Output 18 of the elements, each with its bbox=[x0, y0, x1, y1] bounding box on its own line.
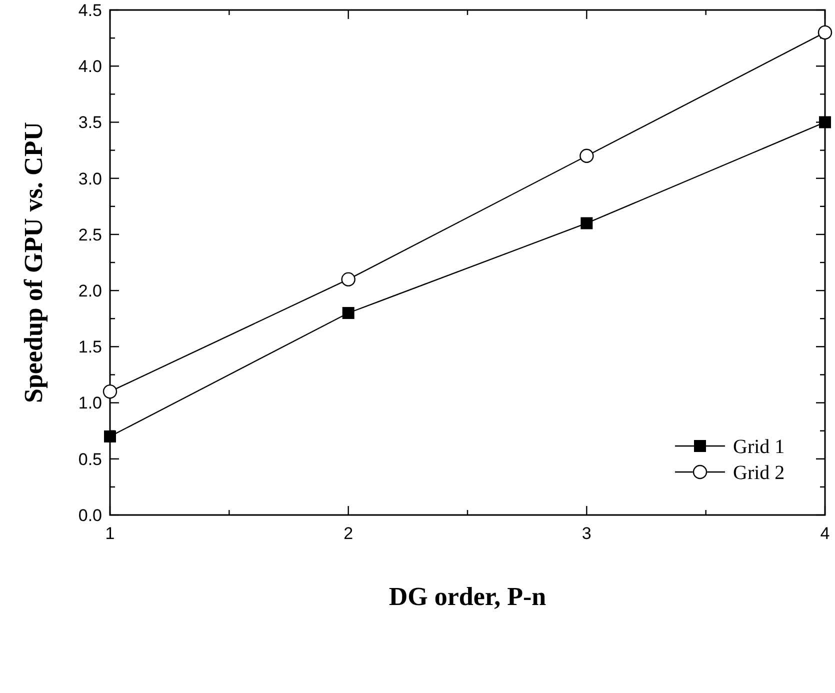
y-tick-label: 3.5 bbox=[78, 113, 102, 132]
legend-label: Grid 2 bbox=[733, 462, 785, 484]
x-tick-label: 3 bbox=[582, 524, 592, 543]
y-tick-label: 0.5 bbox=[78, 450, 102, 469]
x-axis-title: DG order, P-n bbox=[388, 582, 547, 611]
x-tick-label: 4 bbox=[820, 524, 830, 543]
legend-label: Grid 1 bbox=[733, 436, 785, 458]
y-tick-label: 2.5 bbox=[78, 225, 102, 244]
y-axis-title: Speedup of GPU vs. CPU bbox=[19, 122, 48, 403]
x-tick-label: 2 bbox=[344, 524, 354, 543]
y-tick-label: 1.0 bbox=[78, 394, 102, 413]
y-tick-label: 1.5 bbox=[78, 338, 102, 357]
x-tick-label: 1 bbox=[105, 524, 115, 543]
y-tick-label: 2.0 bbox=[78, 282, 102, 301]
y-tick-label: 3.0 bbox=[78, 169, 102, 188]
y-tick-label: 4.0 bbox=[78, 57, 102, 76]
y-tick-label: 4.5 bbox=[78, 0, 102, 20]
text: 0.0 bbox=[78, 506, 102, 525]
